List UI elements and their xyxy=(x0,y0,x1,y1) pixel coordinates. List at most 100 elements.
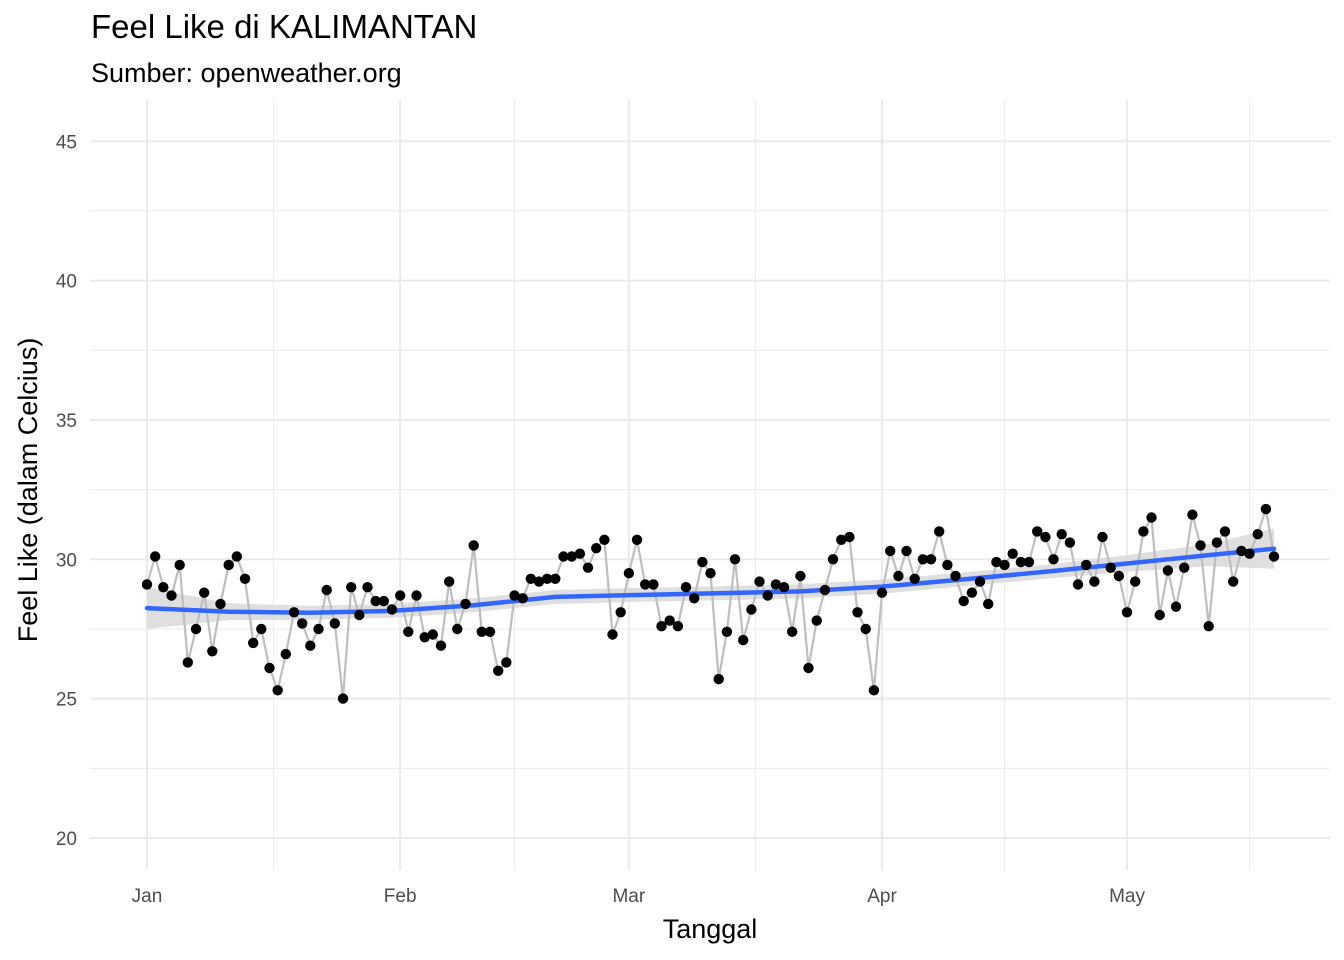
data-point xyxy=(1170,601,1182,612)
y-tick-label: 35 xyxy=(56,411,77,432)
data-point xyxy=(901,545,912,557)
data-point xyxy=(1228,576,1239,587)
data-point xyxy=(199,587,210,598)
data-point xyxy=(468,540,479,551)
data-point xyxy=(811,615,822,626)
data-point xyxy=(697,556,708,568)
data-point xyxy=(419,632,430,643)
x-axis-title: Tanggal xyxy=(663,914,758,944)
data-point xyxy=(182,657,193,668)
data-point xyxy=(215,598,226,610)
data-point xyxy=(582,562,594,573)
data-point xyxy=(876,587,888,598)
chart-title: Feel Like di KALIMANTAN xyxy=(91,8,478,45)
data-point xyxy=(852,607,863,618)
data-point xyxy=(640,579,651,590)
y-tick-label: 30 xyxy=(56,550,77,571)
data-point xyxy=(1195,540,1206,551)
data-point xyxy=(297,618,308,629)
y-tick-labels: 20 25 30 35 40 45 xyxy=(56,132,77,850)
data-point xyxy=(174,559,185,571)
data-point xyxy=(827,554,839,565)
data-point xyxy=(313,623,324,635)
data-point xyxy=(574,548,586,559)
data-point xyxy=(378,595,389,607)
data-point xyxy=(476,626,487,637)
data-point xyxy=(958,595,969,607)
data-point xyxy=(370,595,381,607)
data-point xyxy=(452,623,463,635)
data-point xyxy=(1089,576,1100,587)
data-point xyxy=(501,657,512,668)
data-point xyxy=(1260,503,1272,515)
data-point xyxy=(1236,545,1247,557)
grid-major xyxy=(90,100,1330,870)
data-point xyxy=(1048,554,1059,565)
data-point xyxy=(386,604,398,615)
data-point xyxy=(1162,565,1174,576)
data-point xyxy=(509,590,520,601)
data-point xyxy=(517,593,528,604)
data-points xyxy=(141,503,1280,704)
data-point xyxy=(656,621,667,632)
data-point xyxy=(942,559,953,571)
data-point xyxy=(158,582,169,593)
data-point xyxy=(566,551,577,562)
data-point xyxy=(689,593,700,604)
data-point xyxy=(844,531,855,543)
data-point xyxy=(239,573,251,584)
data-point xyxy=(991,556,1002,568)
data-point xyxy=(836,534,847,545)
data-point xyxy=(150,551,161,562)
data-point xyxy=(1015,556,1027,568)
data-point xyxy=(305,640,316,651)
smooth-trend-line xyxy=(144,546,1277,616)
data-point xyxy=(280,648,291,660)
data-point xyxy=(1219,526,1231,537)
data-point xyxy=(484,626,496,637)
data-point xyxy=(591,543,602,554)
data-point xyxy=(207,646,218,657)
data-point xyxy=(1130,576,1141,587)
data-point xyxy=(1032,526,1043,537)
data-point xyxy=(746,604,757,615)
data-point xyxy=(909,573,920,584)
y-tick-label: 45 xyxy=(56,132,77,153)
x-tick-label: May xyxy=(1109,886,1145,907)
data-point xyxy=(738,634,749,646)
data-point xyxy=(672,621,684,632)
x-tick-label: Mar xyxy=(612,886,645,907)
data-point xyxy=(803,662,814,674)
data-point xyxy=(550,573,561,584)
data-point xyxy=(607,629,618,640)
data-point xyxy=(493,665,504,676)
data-point xyxy=(778,582,790,593)
data-point xyxy=(925,554,937,565)
data-point xyxy=(1138,526,1149,537)
data-point xyxy=(231,551,242,562)
data-point xyxy=(403,626,414,637)
data-point xyxy=(950,570,961,582)
x-tick-label: Feb xyxy=(384,886,417,907)
data-point xyxy=(1211,537,1223,548)
data-point xyxy=(166,590,177,601)
data-point xyxy=(337,693,349,704)
data-point xyxy=(346,582,357,593)
data-point xyxy=(1244,548,1255,559)
data-point xyxy=(223,559,234,571)
data-point xyxy=(721,626,733,637)
data-point xyxy=(190,623,202,635)
data-point xyxy=(256,623,267,635)
data-point xyxy=(427,629,438,640)
data-point xyxy=(141,579,153,590)
data-point xyxy=(460,598,471,610)
data-point xyxy=(1023,556,1035,568)
data-point xyxy=(362,582,373,593)
data-point xyxy=(533,576,545,587)
data-point xyxy=(321,584,332,596)
confidence-band-area xyxy=(147,528,1274,629)
data-point xyxy=(770,579,782,590)
x-tick-label: Jan xyxy=(132,886,163,907)
y-tick-label: 20 xyxy=(56,829,77,850)
data-point xyxy=(525,573,536,584)
